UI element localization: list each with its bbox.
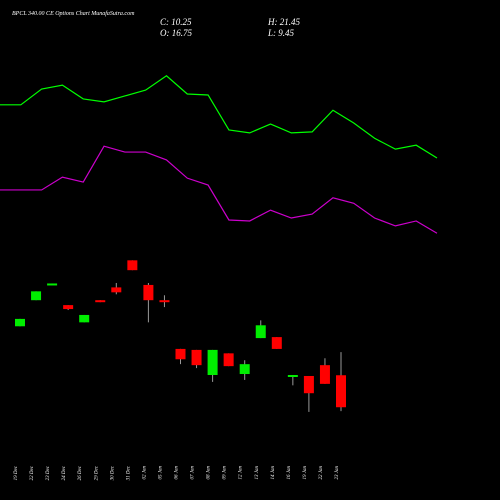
x-tick-label: 05 Jan (158, 466, 163, 480)
candle-body (255, 325, 266, 339)
x-tick-label: 08 Jan (207, 466, 212, 480)
x-tick-label: 07 Jan (191, 466, 196, 480)
x-tick-label: 22 Dec (30, 465, 35, 480)
x-tick-label: 19 Jan (303, 466, 308, 480)
x-tick-label: 24 Dec (62, 465, 67, 480)
candle-body (143, 284, 154, 301)
x-tick-label: 14 Jan (271, 466, 276, 480)
ohlc-high: H: 21.45 (267, 17, 300, 27)
candle-body (239, 364, 250, 375)
ohlc-close: C: 10.25 (160, 17, 192, 27)
x-tick-label: 13 Jan (255, 466, 260, 480)
x-tick-label: 23 Dec (46, 465, 51, 480)
candle-body (191, 349, 202, 366)
indicator-line (0, 145, 438, 234)
x-tick-label: 23 Jan (335, 466, 340, 480)
x-tick-label: 29 Dec (94, 465, 99, 480)
candle-body (63, 305, 74, 310)
ohlc-open: O: 16.75 (160, 28, 192, 38)
x-tick-label: 22 Jan (319, 466, 324, 480)
candle-body (47, 283, 58, 286)
candle-body (95, 300, 106, 303)
x-tick-label: 02 Jan (142, 466, 147, 480)
x-tick-label: 19 Dec (14, 465, 19, 480)
chart-title: BPCL 340.00 CE Options Chart MunafaSutra… (12, 10, 135, 17)
candle-body (15, 318, 25, 327)
x-tick-label: 12 Jan (239, 466, 244, 480)
candle-body (223, 353, 234, 367)
indicator-line (0, 75, 438, 159)
candle-body (31, 291, 42, 301)
x-tick-label: 31 Dec (126, 465, 131, 480)
x-tick-label: 06 Jan (175, 466, 180, 480)
candle-body (287, 375, 298, 377)
x-tick-label: 30 Dec (110, 465, 115, 480)
candle-body (271, 337, 282, 349)
candle-body (127, 260, 138, 271)
ohlc-low: L: 9.45 (267, 28, 295, 38)
candle-body (79, 314, 90, 323)
candle-body (207, 349, 218, 375)
candle-body (159, 300, 170, 303)
candle-body (336, 375, 346, 408)
candle-body (111, 287, 122, 293)
x-tick-label: 16 Jan (287, 466, 292, 480)
candle-body (303, 375, 314, 394)
candle-body (175, 348, 186, 360)
x-tick-label: 26 Dec (78, 465, 83, 480)
x-tick-label: 09 Jan (223, 466, 228, 480)
candle-body (319, 365, 330, 384)
